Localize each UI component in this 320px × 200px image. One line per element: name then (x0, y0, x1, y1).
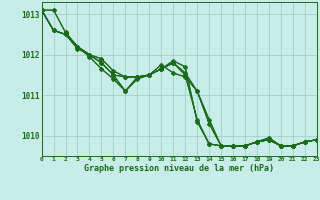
X-axis label: Graphe pression niveau de la mer (hPa): Graphe pression niveau de la mer (hPa) (84, 164, 274, 173)
